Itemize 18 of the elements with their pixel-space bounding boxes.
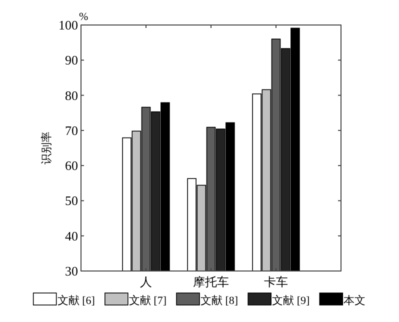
x-tick-label: 卡车: [264, 275, 288, 289]
y-tick-label: 40: [65, 228, 78, 244]
y-tick-label: 30: [65, 264, 78, 278]
y-axis-title: 识别率: [40, 132, 53, 164]
y-tick-label: 100: [58, 18, 78, 32]
legend-label: 文献 [9]: [272, 294, 310, 307]
y-tick-label: 50: [65, 193, 78, 208]
legend-label: 本文: [344, 294, 366, 307]
x-tick-label: 人: [140, 275, 152, 289]
text: %: [79, 11, 88, 23]
y-tick-label: 80: [65, 88, 78, 103]
y-tick-label: 70: [65, 122, 78, 138]
y-tick-label: 60: [65, 158, 78, 174]
legend-label: 文献 [8]: [200, 294, 238, 307]
y-tick-label: 90: [65, 52, 78, 68]
legend-label: 文献 [6]: [57, 294, 95, 307]
legend-label: 文献 [7]: [128, 294, 166, 307]
x-tick-label: 摩托车: [193, 275, 229, 289]
